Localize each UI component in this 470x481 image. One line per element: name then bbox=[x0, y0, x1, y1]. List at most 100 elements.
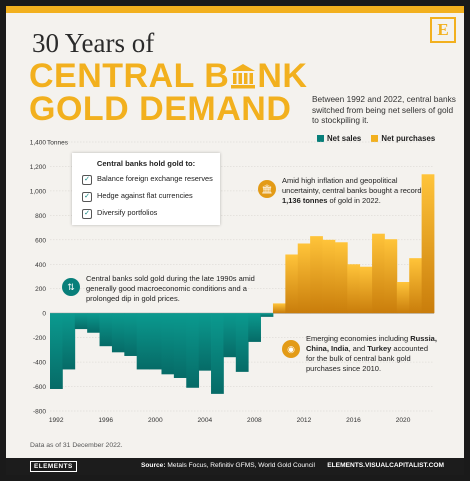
globe-coin-icon: ◉ bbox=[282, 340, 300, 358]
infographic-card: E 30 Years of CENTRAL B NK GOLD DEMAND Be… bbox=[6, 6, 464, 475]
bar-net-sales bbox=[149, 313, 162, 370]
legend-net-purchases-label: Net purchases bbox=[381, 134, 436, 143]
callout-box: Central banks hold gold to: ✓ Balance for… bbox=[72, 153, 220, 225]
note-bought: Amid high inflation and geopolitical unc… bbox=[282, 176, 432, 206]
bar-net-sales bbox=[136, 313, 150, 370]
note-sold: Central banks sold gold during the late … bbox=[86, 274, 255, 303]
bar-net-sales bbox=[74, 313, 88, 330]
bar-net-sales bbox=[173, 313, 187, 378]
bar-net-purchases bbox=[359, 266, 373, 314]
bar-net-purchases bbox=[310, 236, 323, 314]
bar-net-purchases bbox=[272, 303, 286, 314]
title-line-2: CENTRAL B NK bbox=[29, 59, 307, 93]
footer-source-label: Source: bbox=[141, 462, 166, 469]
legend-net-purchases: Net purchases bbox=[371, 134, 435, 143]
elements-logo-icon: E bbox=[430, 17, 456, 43]
y-tick-label: 600 bbox=[35, 237, 46, 244]
note-emerging-mid: , and bbox=[348, 344, 368, 353]
checkbox-icon: ✓ bbox=[82, 175, 92, 185]
note-bought-end: of gold in 2022. bbox=[327, 196, 381, 205]
y-tick-label: 400 bbox=[35, 262, 46, 269]
x-tick-label: 2000 bbox=[148, 417, 163, 424]
bar-net-purchases bbox=[421, 174, 435, 314]
y-tick-label: 200 bbox=[35, 286, 46, 293]
title-part-1: CENTRAL B bbox=[29, 57, 230, 95]
note-emerging: Emerging economies including Russia, Chi… bbox=[306, 334, 438, 374]
top-accent-bar bbox=[6, 6, 464, 13]
subtitle: Between 1992 and 2022, central banks swi… bbox=[312, 94, 456, 125]
bar-net-sales bbox=[260, 313, 274, 317]
bar-net-sales bbox=[161, 313, 175, 375]
bar-net-sales bbox=[50, 313, 63, 389]
bar-net-purchases bbox=[396, 282, 410, 314]
y-tick-label: -800 bbox=[33, 409, 46, 416]
note-emerging-end: accounted for the bulk of central bank g… bbox=[306, 344, 429, 373]
legend: Net sales Net purchases bbox=[309, 134, 435, 143]
legend-net-sales-label: Net sales bbox=[327, 134, 362, 143]
bar-net-sales bbox=[111, 313, 125, 353]
bar-net-purchases bbox=[409, 258, 423, 314]
title-line-1: 30 Years of bbox=[32, 28, 155, 58]
gold-sell-icon: ⇅ bbox=[62, 278, 80, 296]
bank-icon-small: 🏛 bbox=[258, 180, 276, 198]
y-tick-label: 1,000 bbox=[30, 188, 47, 195]
footer-source-text: Metals Focus, Refinitiv GFMS, World Gold… bbox=[167, 462, 315, 469]
footer: ELEMENTS Source: Metals Focus, Refinitiv… bbox=[6, 458, 464, 475]
x-tick-label: 2020 bbox=[396, 417, 411, 424]
bar-net-sales bbox=[87, 313, 100, 333]
x-tick-label: 2012 bbox=[297, 417, 312, 424]
note-bought-text: Amid high inflation and geopolitical unc… bbox=[282, 176, 422, 195]
bar-net-sales bbox=[62, 313, 76, 370]
bar-net-sales bbox=[198, 313, 212, 371]
bar-net-sales bbox=[211, 313, 224, 394]
y-tick-label: -600 bbox=[33, 384, 46, 391]
bar-net-sales bbox=[99, 313, 113, 347]
legend-net-sales: Net sales bbox=[317, 134, 361, 143]
y-unit-label: Tonnes bbox=[47, 140, 69, 147]
x-tick-label: 1996 bbox=[98, 417, 113, 424]
bar-net-purchases bbox=[322, 239, 336, 314]
bank-icon bbox=[231, 64, 256, 89]
callout-item-label: Hedge against flat currencies bbox=[97, 191, 193, 200]
legend-swatch-sales bbox=[317, 135, 324, 142]
bar-net-purchases bbox=[347, 264, 361, 314]
y-tick-label: 800 bbox=[35, 213, 46, 220]
title-part-2: NK bbox=[257, 57, 308, 95]
gold-demand-chart: -800 -600 -400 -200 0 200 400 600 800 1,000 1,200 1… bbox=[30, 140, 435, 424]
footer-source: Source: Metals Focus, Refinitiv GFMS, Wo… bbox=[141, 462, 315, 469]
footer-url[interactable]: ELEMENTS.VISUALCAPITALIST.COM bbox=[327, 462, 444, 469]
bar-net-purchases bbox=[384, 239, 398, 314]
callout-item-label: Balance foreign exchange reserves bbox=[97, 174, 213, 183]
bar-net-sales bbox=[235, 313, 249, 372]
x-tick-label: 2016 bbox=[346, 417, 361, 424]
x-tick-label: 2004 bbox=[198, 417, 213, 424]
bar-net-sales bbox=[186, 313, 200, 388]
callout-heading: Central banks hold gold to: bbox=[96, 159, 196, 168]
callout-item: ✓ Diversify portfolios bbox=[82, 208, 220, 219]
note-bought-bold: 1,136 tonnes bbox=[282, 196, 328, 205]
callout-item-label: Diversify portfolios bbox=[97, 208, 158, 217]
footer-brand: ELEMENTS bbox=[30, 461, 77, 472]
note-emerging-bold: Russia, China, India bbox=[306, 334, 437, 353]
bar-net-sales bbox=[223, 313, 237, 358]
bar-net-purchases bbox=[372, 233, 385, 314]
note-emerging-text: Emerging economies including bbox=[306, 334, 411, 343]
note-emerging-bold2: Turkey bbox=[367, 344, 392, 353]
bar-net-purchases bbox=[334, 242, 348, 314]
x-tick-label: 1992 bbox=[49, 417, 64, 424]
bar-net-purchases bbox=[285, 254, 299, 314]
y-tick-label: 1,200 bbox=[30, 164, 47, 171]
callout-item: ✓ Balance foreign exchange reserves bbox=[82, 174, 220, 185]
bar-net-sales bbox=[248, 313, 261, 342]
bar-net-purchases bbox=[297, 243, 311, 314]
title-line-3: GOLD DEMAND bbox=[29, 90, 292, 128]
callout-item: ✓ Hedge against flat currencies bbox=[82, 191, 220, 202]
checkbox-icon: ✓ bbox=[82, 192, 92, 202]
data-as-of: Data as of 31 December 2022. bbox=[30, 442, 123, 449]
y-tick-label: -200 bbox=[33, 335, 46, 342]
y-tick-label: 0 bbox=[42, 311, 46, 318]
checkbox-icon: ✓ bbox=[82, 209, 92, 219]
legend-swatch-purchases bbox=[371, 135, 379, 142]
x-tick-label: 2008 bbox=[247, 417, 262, 424]
bar-net-sales bbox=[124, 313, 138, 356]
